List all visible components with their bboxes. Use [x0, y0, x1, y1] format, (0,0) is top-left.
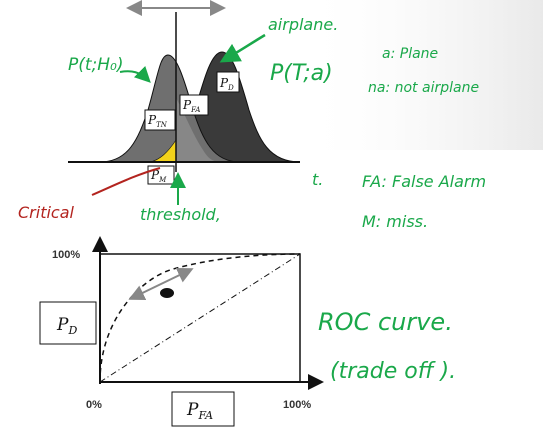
y-axis-label-box: PD [39, 301, 97, 345]
distribution-plot: PD PFA PTN PM [68, 0, 301, 185]
airplane-note: airplane. [268, 15, 338, 34]
operating-point [160, 288, 174, 298]
p-tn-label: P [147, 113, 157, 127]
svg-text:PFA: PFA [182, 98, 200, 114]
false-alarm-area [176, 98, 222, 162]
svg-text:PFA: PFA [186, 400, 213, 422]
trade-off-note: (trade off ). [330, 359, 456, 384]
roc-note: ROC curve. [318, 308, 453, 336]
p-fa-label: P [182, 98, 192, 112]
p-t-h0-note: P(t;H₀) [68, 55, 124, 75]
not-airplane-distribution [99, 54, 241, 163]
roc-frame [99, 253, 301, 383]
threshold-note: threshold, [140, 205, 221, 224]
m-definition: M: miss. [362, 212, 428, 231]
x-axis-label-sub: FA [197, 409, 213, 422]
p-t-h0-arrow [119, 65, 151, 83]
p-d-box: PD [216, 71, 240, 93]
x-axis-label: P [186, 400, 199, 420]
critical-stroke [91, 167, 161, 196]
p-d-sub: D [227, 84, 234, 92]
handwritten-annotations: P(t;H₀) airplane. P(T;a) a: Plane na: no… [18, 15, 486, 384]
p-m-box: PM [147, 165, 175, 185]
svg-text:PM: PM [150, 168, 167, 184]
y-tick-100: 100% [52, 249, 80, 261]
p-t-a-note: P(T;a) [270, 61, 333, 86]
y-axis-label: P [56, 315, 69, 335]
x-axis-label-box: PFA [171, 391, 235, 427]
chance-diagonal [99, 253, 301, 383]
x-tick-0: 0% [86, 399, 102, 411]
x-tick-100: 100% [283, 399, 311, 411]
p-d-label: P [219, 76, 229, 90]
trade-off-arrow [128, 268, 194, 300]
legend-na: na: not airplane [368, 80, 479, 96]
roc-curve [99, 253, 301, 383]
svg-text:PD: PD [56, 315, 77, 337]
fa-definition: FA: False Alarm [362, 172, 486, 191]
background-band [300, 0, 543, 150]
y-axis-label-sub: D [67, 324, 77, 337]
svg-text:PD: PD [219, 76, 234, 92]
p-tn-box: PTN [144, 109, 176, 131]
p-fa-box: PFA [179, 94, 209, 116]
p-m-sub: M [158, 176, 167, 184]
svg-text:PTN: PTN [147, 113, 168, 129]
p-fa-sub: FA [190, 106, 200, 114]
legend-a: a: Plane [382, 46, 438, 62]
roc-plot: 100% 0% 100% PD PFA [39, 236, 324, 427]
p-tn-sub: TN [156, 121, 168, 129]
p-m-label: P [150, 168, 160, 182]
critical-note: Critical [18, 203, 75, 222]
t-axis-note: t. [312, 170, 323, 189]
airplane-arrow [219, 33, 266, 63]
